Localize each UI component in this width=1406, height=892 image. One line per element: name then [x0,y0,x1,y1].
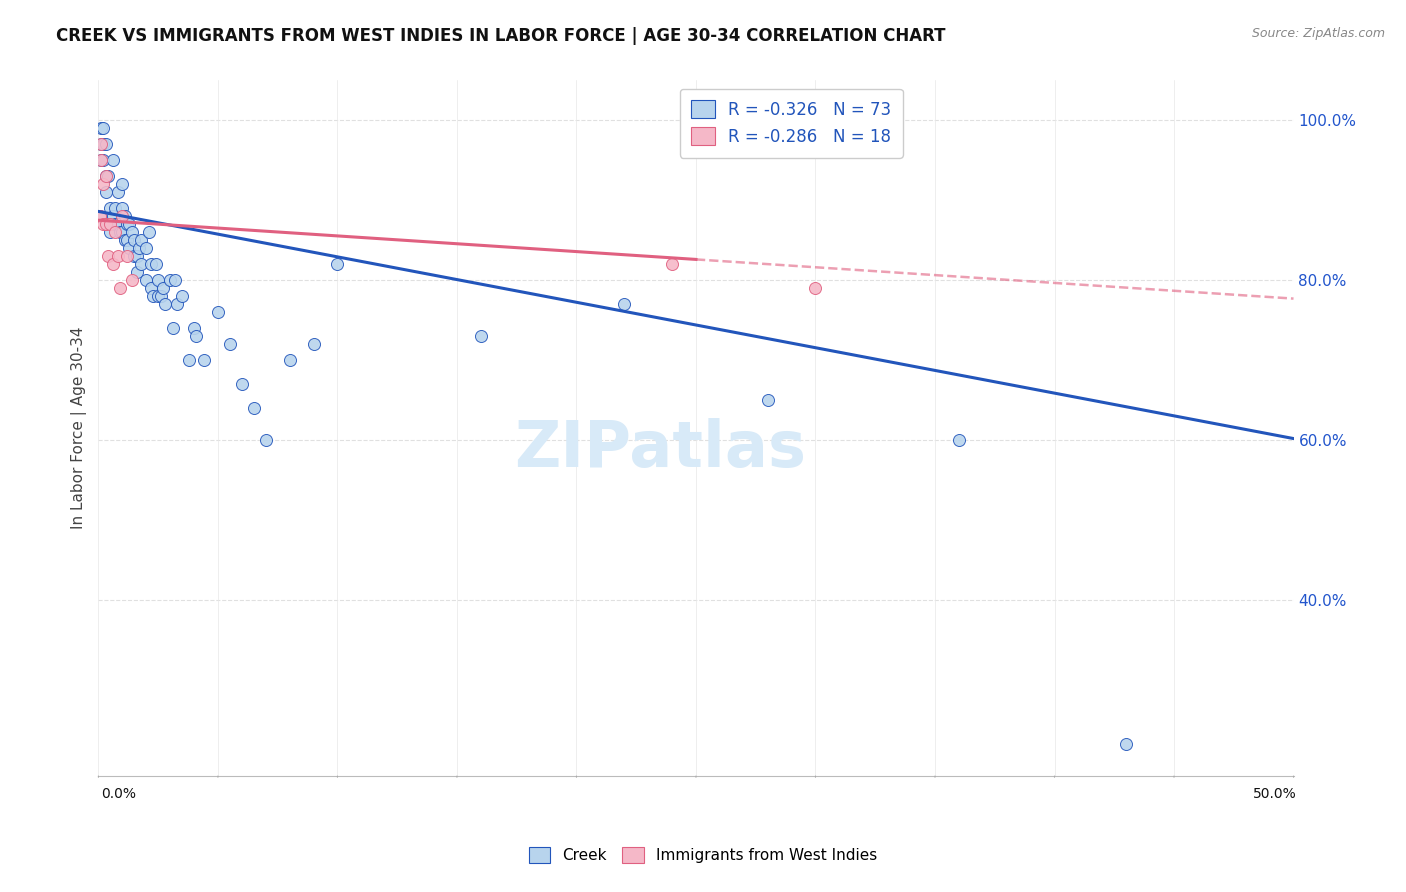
Point [159,273,181,287]
Point [135,241,157,255]
Point [219,337,242,351]
Point [90,153,112,168]
Point [97,249,120,263]
Point [94,217,117,231]
Point [948,433,970,447]
Point [107,186,129,200]
Point [114,209,136,223]
Point [166,297,188,311]
Legend: Creek, Immigrants from West Indies: Creek, Immigrants from West Indies [522,839,884,871]
Text: 0.0%: 0.0% [101,788,136,801]
Point [98,217,122,231]
Point [91,178,114,192]
Point [131,257,153,271]
Point [183,321,205,335]
Point [179,353,201,368]
Point [111,225,134,239]
Point [142,289,165,303]
Text: ZIPatlas: ZIPatlas [515,418,806,480]
Point [91,121,114,136]
Point [111,209,134,223]
Point [186,329,208,343]
Point [135,273,157,287]
Point [207,305,229,319]
Point [97,169,120,184]
Text: 50.0%: 50.0% [1253,788,1296,801]
Point [139,257,162,271]
Point [111,201,134,215]
Point [193,353,215,368]
Point [613,297,636,311]
Point [107,249,129,263]
Point [243,401,266,416]
Point [302,337,325,351]
Point [145,257,167,271]
Point [124,249,146,263]
Point [470,329,492,343]
Point [90,137,112,152]
Point [128,241,150,255]
Point [326,257,349,271]
Y-axis label: In Labor Force | Age 30-34: In Labor Force | Age 30-34 [72,326,87,530]
Point [148,289,170,303]
Point [152,281,174,295]
Point [108,225,131,239]
Point [97,217,120,231]
Point [155,297,177,311]
Point [121,273,143,287]
Point [139,281,162,295]
Point [104,217,127,231]
Point [101,257,124,271]
Point [162,321,184,335]
Point [756,393,779,408]
Point [131,233,153,247]
Point [115,217,138,231]
Point [118,217,141,231]
Point [172,289,194,303]
Point [98,201,122,215]
Point [1115,737,1137,751]
Point [104,201,127,215]
Point [121,225,143,239]
Point [94,186,117,200]
Text: CREEK VS IMMIGRANTS FROM WEST INDIES IN LABOR FORCE | AGE 30-34 CORRELATION CHAR: CREEK VS IMMIGRANTS FROM WEST INDIES IN … [56,27,946,45]
Point [661,257,683,271]
Point [114,233,136,247]
Point [124,233,146,247]
Point [108,281,131,295]
Point [107,217,129,231]
Point [115,249,138,263]
Point [90,121,112,136]
Point [115,233,138,247]
Point [125,265,148,279]
Point [89,209,111,223]
Point [91,153,114,168]
Point [125,249,148,263]
Point [89,209,111,223]
Point [91,137,114,152]
Point [104,225,127,239]
Point [101,209,124,223]
Point [149,289,172,303]
Legend: R = -0.326   N = 73, R = -0.286   N = 18: R = -0.326 N = 73, R = -0.286 N = 18 [679,88,903,158]
Point [804,281,827,295]
Point [90,153,112,168]
Point [118,241,141,255]
Point [94,137,117,152]
Point [94,169,117,184]
Point [90,137,112,152]
Point [163,273,186,287]
Text: Source: ZipAtlas.com: Source: ZipAtlas.com [1251,27,1385,40]
Point [148,273,170,287]
Point [254,433,277,447]
Point [278,353,301,368]
Point [98,217,122,231]
Point [138,225,160,239]
Point [101,153,124,168]
Point [111,178,134,192]
Point [231,377,253,392]
Point [98,225,122,239]
Point [94,169,117,184]
Point [91,217,114,231]
